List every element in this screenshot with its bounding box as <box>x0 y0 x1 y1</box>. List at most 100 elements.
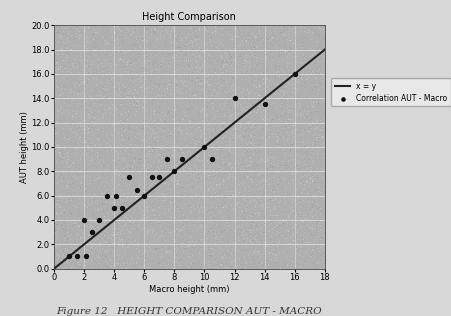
Point <box>143 171 150 176</box>
Point <box>204 82 211 87</box>
Point <box>217 228 225 234</box>
Point <box>105 90 112 95</box>
Point <box>243 198 250 203</box>
Point <box>183 69 190 74</box>
Point <box>129 177 136 182</box>
Point <box>258 120 265 125</box>
Point <box>170 198 178 204</box>
Point <box>258 135 265 140</box>
Point <box>136 88 143 93</box>
Point <box>101 95 108 100</box>
Point <box>59 113 66 118</box>
Point <box>83 72 90 77</box>
Point <box>119 238 126 243</box>
Point <box>98 100 105 105</box>
Point <box>314 68 322 73</box>
Point <box>186 259 193 264</box>
Point <box>89 111 96 116</box>
Point <box>74 257 82 262</box>
Point <box>276 166 283 171</box>
Point <box>176 160 184 165</box>
Point <box>181 217 189 222</box>
Point <box>207 143 214 148</box>
Point <box>198 219 206 224</box>
Point <box>234 48 241 53</box>
Point <box>194 125 202 130</box>
Point <box>188 265 195 270</box>
Point <box>101 179 108 184</box>
Point <box>93 197 101 202</box>
Point <box>97 30 104 35</box>
Point <box>68 169 75 174</box>
Point <box>241 220 249 225</box>
Point <box>286 264 293 270</box>
Point <box>85 151 92 156</box>
Point <box>301 113 308 118</box>
Point <box>304 76 311 81</box>
Point <box>269 247 276 252</box>
Point <box>111 47 118 52</box>
Point <box>161 128 168 133</box>
Point <box>65 249 72 254</box>
Point <box>184 150 191 155</box>
Point <box>299 43 306 48</box>
Point <box>139 188 146 193</box>
Point <box>228 251 235 256</box>
Point <box>99 95 106 100</box>
Point <box>61 83 69 88</box>
Point <box>244 107 251 112</box>
Point <box>235 107 242 112</box>
Point <box>171 60 179 65</box>
Point <box>242 191 249 196</box>
Point <box>120 82 127 87</box>
Point <box>62 36 69 41</box>
Point <box>242 261 249 266</box>
Point <box>216 103 223 108</box>
Point <box>313 49 320 54</box>
Point <box>110 26 118 31</box>
Point <box>116 100 123 105</box>
Point <box>271 265 278 270</box>
Point <box>170 151 177 156</box>
Point <box>193 67 200 72</box>
Point <box>306 147 313 152</box>
Point <box>255 215 262 220</box>
Point <box>174 254 181 259</box>
Point <box>165 240 172 245</box>
Point <box>267 197 274 202</box>
Point <box>214 246 221 251</box>
Point <box>203 195 210 200</box>
Point <box>175 197 182 202</box>
Point <box>183 96 190 101</box>
Point <box>236 39 244 44</box>
Point <box>234 101 241 106</box>
Point <box>253 131 260 136</box>
Point <box>104 139 111 144</box>
Point <box>313 128 321 133</box>
Point <box>116 149 123 154</box>
Point <box>181 120 188 125</box>
Point <box>134 35 142 40</box>
Point <box>229 74 236 79</box>
Point <box>71 66 78 71</box>
Point <box>267 236 274 241</box>
Point <box>90 70 97 75</box>
Point <box>79 240 87 245</box>
Point <box>70 261 78 266</box>
Point <box>69 40 77 45</box>
Point <box>92 224 99 229</box>
Point <box>223 118 230 123</box>
Point <box>228 76 235 81</box>
Point <box>174 246 181 252</box>
Point <box>140 236 147 241</box>
Point <box>60 64 67 69</box>
Point <box>169 154 176 159</box>
Point <box>247 136 254 141</box>
Point <box>230 145 237 150</box>
Point <box>133 99 141 104</box>
Point <box>261 52 268 57</box>
Point <box>226 165 233 170</box>
Point <box>259 177 266 182</box>
Point <box>92 218 99 223</box>
Point <box>189 184 196 189</box>
